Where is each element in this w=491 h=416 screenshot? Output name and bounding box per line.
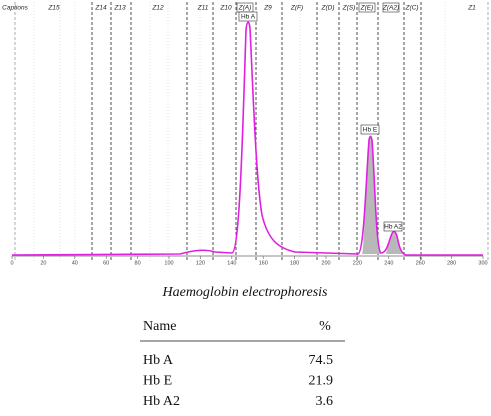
table-body: Hb A 74.5 Hb E 21.9 Hb A2 3.6 <box>143 353 333 409</box>
table-caption: Haemoglobin electrophoresis <box>162 285 329 300</box>
x-tick-label: 40 <box>72 260 78 266</box>
cell-value: 21.9 <box>309 374 334 389</box>
zone-box <box>382 2 400 13</box>
zone-label: Z10 <box>219 5 232 12</box>
zone-box <box>358 2 376 13</box>
peak-label-box <box>383 221 403 232</box>
x-tick-label: 200 <box>321 260 330 266</box>
zone-label: Z(S) <box>342 5 356 12</box>
zone-label: Z9 <box>263 5 272 12</box>
peak-label: Hb A2 <box>384 224 402 231</box>
zone-label: Z1 <box>467 5 476 12</box>
zone-label: Z(D) <box>321 5 335 12</box>
zone-label: Z11 <box>197 5 209 12</box>
x-tick-label: 0 <box>10 260 13 266</box>
x-tick-label: 280 <box>447 260 456 266</box>
x-tick-label: 120 <box>196 260 205 266</box>
peak-label-box <box>360 124 380 135</box>
x-tick-label: 240 <box>384 260 393 266</box>
x-tick-label: 20 <box>40 260 46 266</box>
table-header: % <box>319 319 331 334</box>
x-tick-label: 220 <box>353 260 362 266</box>
zone-label: Z(A2) <box>382 5 399 12</box>
x-tick-label: 180 <box>290 260 299 266</box>
table-header: Name <box>143 319 176 334</box>
peak-label-box <box>238 11 258 22</box>
cell-name: Hb A2 <box>143 394 180 409</box>
cell-name: Hb E <box>143 374 172 389</box>
x-tick-label: 140 <box>227 260 236 266</box>
zone-label: Z(F) <box>290 5 303 12</box>
x-tick-label: 60 <box>103 260 109 266</box>
cell-value: 74.5 <box>309 353 334 368</box>
x-tick-label: 100 <box>164 260 173 266</box>
zone-lines <box>14 2 489 262</box>
zone-label: Z13 <box>113 5 126 12</box>
zone-label: Captions <box>2 5 28 12</box>
zone-label: Z14 <box>94 5 107 12</box>
peak-label: Hb E <box>363 127 378 134</box>
zone-label: Z15 <box>47 5 60 12</box>
zone-label: Z(A) <box>238 5 252 12</box>
cell-value: 3.6 <box>316 394 334 409</box>
x-tick-label: 260 <box>416 260 425 266</box>
x-tick-label: 300 <box>478 260 487 266</box>
cell-name: Hb A <box>143 353 174 368</box>
peak-label: Hb A <box>241 14 256 21</box>
x-tick-label: 80 <box>135 260 141 266</box>
x-tick-label: 160 <box>259 260 268 266</box>
zone-label: Z(C) <box>405 5 419 12</box>
zone-label: Z12 <box>151 5 164 12</box>
trace <box>11 21 483 256</box>
zone-label: Z(E) <box>360 5 374 12</box>
